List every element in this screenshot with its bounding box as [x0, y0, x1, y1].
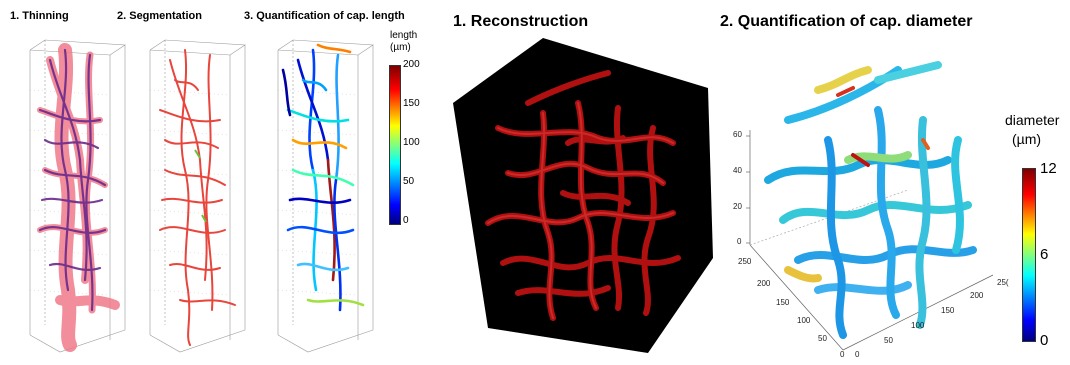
y-tick-200: 200: [757, 279, 771, 288]
segmentation-title: 2. Segmentation: [117, 10, 202, 22]
length-tick-0: 0: [403, 215, 409, 226]
z-tick-0: 0: [737, 237, 742, 246]
x-tick-0: 0: [855, 350, 860, 359]
thinning-plot: [29, 39, 126, 353]
x-tick-100: 100: [911, 321, 925, 330]
diameter-colorbar-label-1: diameter: [1005, 112, 1060, 128]
diameter-tick-0: 0: [1040, 332, 1049, 349]
diameter-tick-6: 6: [1040, 246, 1049, 263]
y-tick-250: 250: [738, 257, 752, 266]
diameter-plot: [746, 61, 994, 351]
length-title: 3. Quantification of cap. length: [244, 10, 405, 22]
y-tick-50: 50: [818, 334, 827, 343]
diameter-tick-12: 12: [1040, 160, 1057, 177]
x-tick-50: 50: [884, 336, 893, 345]
diameter-colorbar: [1022, 168, 1036, 342]
z-tick-60: 60: [733, 130, 742, 139]
length-tick-50: 50: [403, 176, 415, 187]
length-colorbar-label-1: length: [390, 30, 418, 41]
thinning-title: 1. Thinning: [10, 10, 69, 22]
length-colorbar: [389, 65, 401, 225]
reconstruction-title: 1. Reconstruction: [453, 13, 589, 30]
z-tick-20: 20: [733, 202, 742, 211]
y-tick-0: 0: [840, 350, 845, 359]
diameter-colorbar-label-2: (µm): [1012, 131, 1042, 147]
y-tick-100: 100: [797, 316, 811, 325]
z-tick-40: 40: [733, 166, 742, 175]
x-tick-250: 25(: [997, 278, 1009, 287]
x-tick-200: 200: [970, 291, 984, 300]
diameter-title: 2. Quantification of cap. diameter: [720, 13, 973, 30]
segmentation-plot: [149, 39, 246, 353]
length-plot: [277, 39, 374, 353]
length-tick-200: 200: [403, 59, 420, 70]
length-colorbar-label-2: (µm): [390, 42, 411, 53]
length-tick-100: 100: [403, 137, 420, 148]
reconstruction-render: [453, 38, 713, 353]
x-tick-150: 150: [941, 306, 955, 315]
length-tick-150: 150: [403, 98, 420, 109]
y-tick-150: 150: [776, 298, 790, 307]
